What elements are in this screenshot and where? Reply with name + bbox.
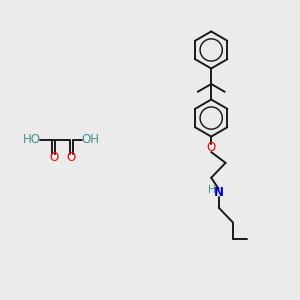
Text: HO: HO	[23, 133, 41, 146]
Text: OH: OH	[81, 133, 99, 146]
Text: H: H	[208, 185, 216, 195]
Text: O: O	[207, 141, 216, 154]
Text: O: O	[67, 151, 76, 164]
Text: N: N	[214, 186, 224, 199]
Text: O: O	[49, 151, 58, 164]
